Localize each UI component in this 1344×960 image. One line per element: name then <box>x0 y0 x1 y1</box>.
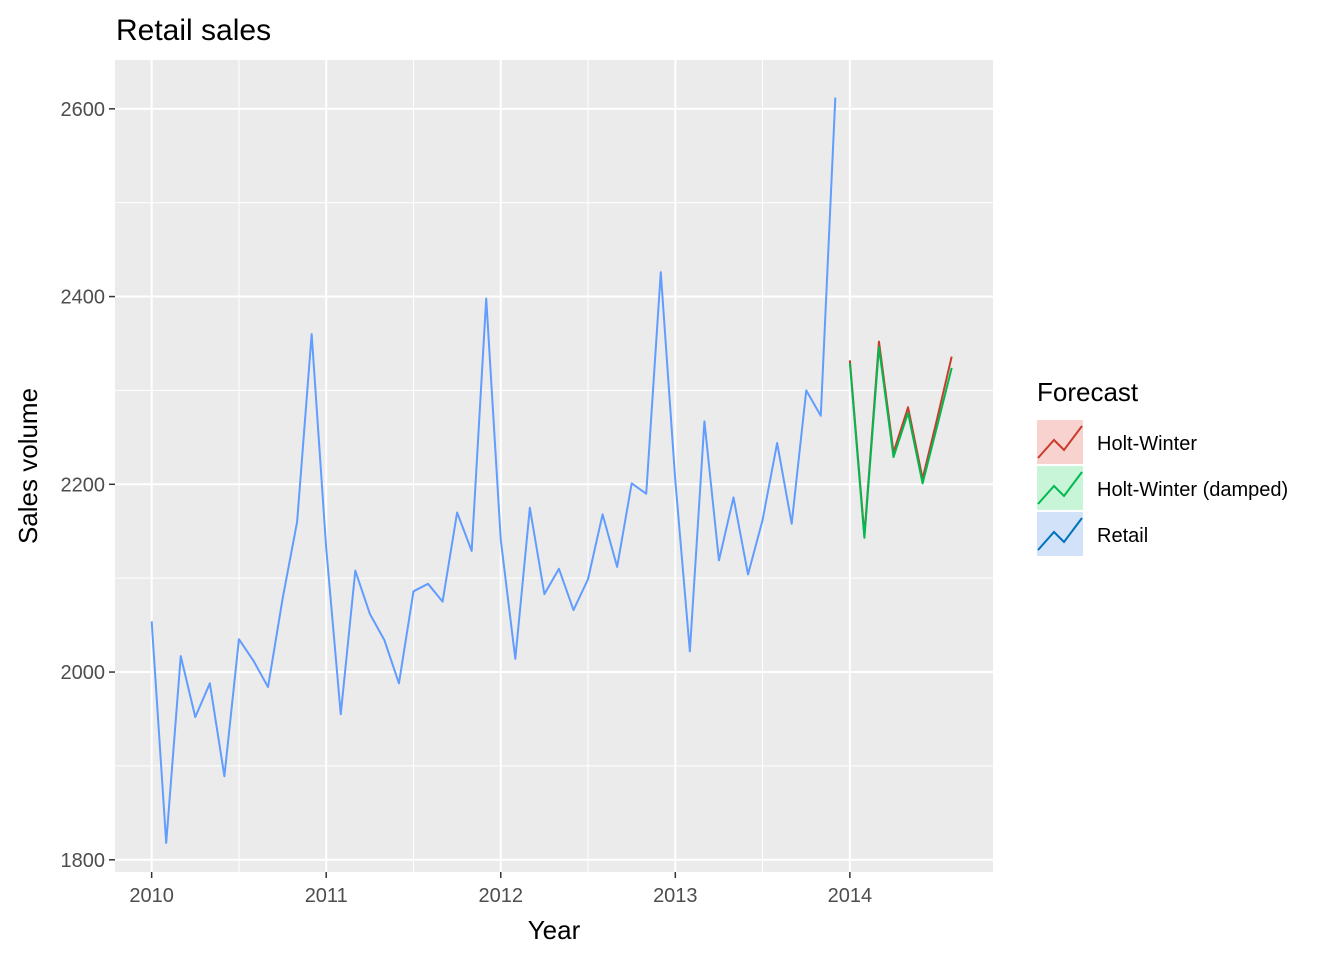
series-line-holt-winter-damped <box>848 346 953 539</box>
x-tick-label: 2011 <box>305 885 348 907</box>
legend-swatch-retail <box>1037 517 1083 551</box>
x-tick-label: 2013 <box>653 885 698 907</box>
legend-label-holt-winter-damped: Holt-Winter (damped) <box>1097 479 1288 501</box>
legend-key-holt-winter <box>1037 420 1083 464</box>
y-axis: 1800 2000 2200 2400 2600 <box>61 99 115 872</box>
x-tick-label: 2014 <box>828 885 873 907</box>
x-tick-label: 2012 <box>479 885 524 907</box>
chart-title: Retail sales <box>116 14 271 47</box>
legend-label-holt-winter: Holt-Winter <box>1097 433 1197 455</box>
grid-major <box>115 60 993 872</box>
x-tick-label: 2010 <box>129 885 174 907</box>
series-line-retail <box>150 97 837 844</box>
y-tick-label: 2200 <box>61 474 106 496</box>
y-tick-label: 2600 <box>61 99 106 121</box>
y-axis-title: Sales volume <box>13 388 43 544</box>
y-tick-label: 2000 <box>61 662 106 684</box>
legend-label-retail: Retail <box>1097 525 1148 547</box>
series-layer <box>150 97 953 844</box>
y-tick-label: 2400 <box>61 287 106 309</box>
legend-swatch-holt-winter-damped <box>1037 471 1083 505</box>
legend: Forecast Holt-Winter Holt-Winter (damped)… <box>1037 377 1288 556</box>
legend-swatch-holt-winter <box>1037 425 1083 459</box>
legend-title: Forecast <box>1037 377 1139 407</box>
x-axis: 2010 2011 2012 2013 2014 <box>129 872 872 907</box>
y-tick-label: 1800 <box>61 850 106 872</box>
legend-key-holt-winter-damped <box>1037 466 1083 510</box>
plot-panel <box>115 60 993 872</box>
legend-key-retail <box>1037 512 1083 556</box>
x-axis-title: Year <box>528 915 581 945</box>
